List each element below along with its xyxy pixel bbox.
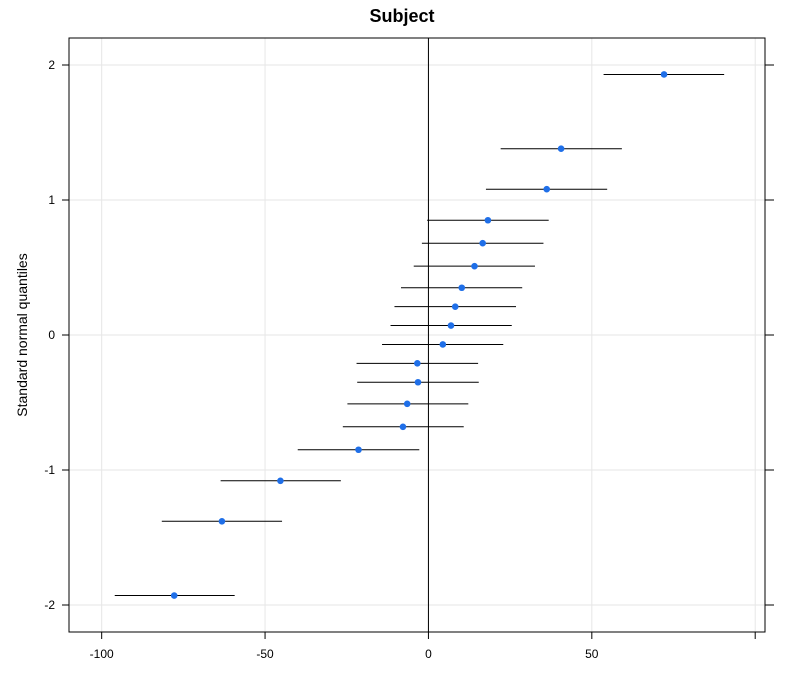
y-tick-label: -2 bbox=[44, 598, 55, 612]
data-point bbox=[660, 71, 668, 78]
data-point bbox=[414, 360, 421, 367]
data-point bbox=[399, 423, 407, 431]
data-point bbox=[218, 518, 226, 525]
data-point bbox=[543, 185, 551, 193]
chart-title: Subject bbox=[369, 6, 434, 26]
x-tick-labels: -100 -50 0 50 bbox=[90, 647, 599, 661]
data-point bbox=[170, 592, 178, 599]
y-axis-label: Standard normal quantiles bbox=[14, 253, 30, 416]
y-tick-label: 1 bbox=[48, 193, 55, 207]
data-point bbox=[355, 446, 362, 454]
data-points bbox=[170, 71, 668, 599]
axis-ticks bbox=[62, 64, 774, 639]
data-point bbox=[479, 239, 486, 247]
data-point bbox=[447, 322, 455, 329]
data-point bbox=[403, 400, 411, 408]
data-point bbox=[471, 262, 478, 270]
data-point bbox=[439, 341, 447, 348]
data-point bbox=[484, 216, 492, 224]
data-point bbox=[557, 145, 565, 152]
y-tick-label: 2 bbox=[48, 58, 55, 72]
plot-frame bbox=[68, 37, 766, 633]
data-point bbox=[451, 303, 459, 310]
data-point bbox=[414, 378, 422, 386]
y-tick-label: 0 bbox=[48, 328, 55, 342]
x-tick-label: -100 bbox=[90, 647, 114, 661]
data-point bbox=[458, 284, 466, 292]
data-point bbox=[277, 477, 284, 485]
y-tick-label: -1 bbox=[44, 463, 55, 477]
y-tick-labels: 2 1 0 -1 -2 bbox=[44, 58, 55, 612]
x-tick-label: 0 bbox=[425, 647, 432, 661]
x-tick-label: 50 bbox=[585, 647, 599, 661]
x-tick-label: -50 bbox=[256, 647, 274, 661]
grid-lines bbox=[69, 38, 765, 632]
